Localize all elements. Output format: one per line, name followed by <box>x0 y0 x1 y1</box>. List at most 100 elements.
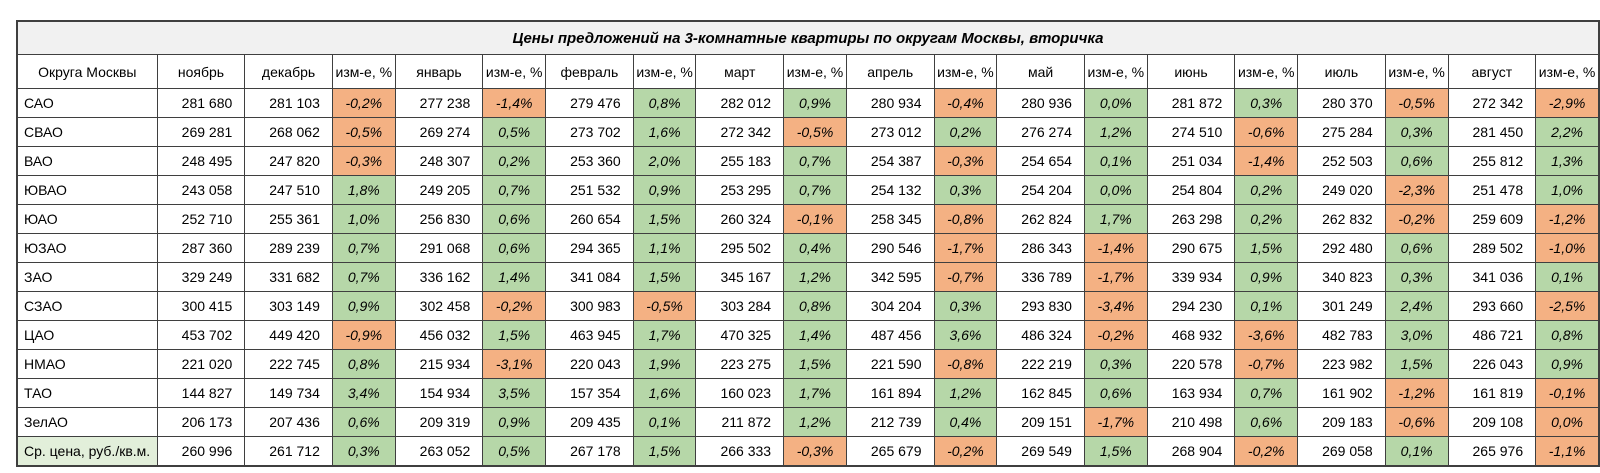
change-cell: 1,9% <box>632 349 697 379</box>
price-cell: 253 295 <box>695 175 785 205</box>
price-cell: 254 387 <box>845 146 935 176</box>
column-header: июль <box>1297 54 1386 89</box>
change-cell: 0,3% <box>1384 117 1449 147</box>
column-header: апрель <box>845 54 935 89</box>
change-cell: -0,2% <box>482 291 547 321</box>
change-cell: -3,6% <box>1234 320 1299 350</box>
change-cell: -1,1% <box>1535 436 1600 467</box>
change-cell: 2,0% <box>632 146 697 176</box>
change-cell: 0,1% <box>1384 436 1449 467</box>
change-cell: -1,7% <box>933 233 998 263</box>
price-cell: 292 480 <box>1297 233 1386 263</box>
price-cell: 261 712 <box>244 436 333 467</box>
change-cell: 0,9% <box>1535 349 1600 379</box>
change-cell: 0,3% <box>331 436 396 467</box>
change-cell: -1,4% <box>1234 146 1299 176</box>
price-cell: 295 502 <box>695 233 785 263</box>
price-cell: 449 420 <box>244 320 333 350</box>
price-cell: 291 068 <box>394 233 484 263</box>
change-cell: -1,2% <box>1384 378 1449 408</box>
price-cell: 280 936 <box>996 88 1085 118</box>
price-cell: 303 149 <box>244 291 333 321</box>
price-cell: 274 510 <box>1146 117 1236 147</box>
change-cell: 0,2% <box>1234 204 1299 234</box>
price-cell: 255 183 <box>695 146 785 176</box>
price-cell: 269 274 <box>394 117 484 147</box>
change-cell: 1,2% <box>1083 117 1148 147</box>
price-cell: 272 342 <box>695 117 785 147</box>
table-title: Цены предложений на 3-комнатные квартиры… <box>16 20 1600 55</box>
change-cell: 0,6% <box>331 407 396 437</box>
price-cell: 276 274 <box>996 117 1085 147</box>
change-cell: -2,3% <box>1384 175 1449 205</box>
change-cell: 0,0% <box>1535 407 1600 437</box>
row-label: ЮВАО <box>16 175 158 205</box>
price-cell: 255 361 <box>244 204 333 234</box>
change-cell: 0,2% <box>482 146 547 176</box>
change-cell: 3,4% <box>331 378 396 408</box>
column-header: май <box>996 54 1085 89</box>
change-cell: 0,7% <box>331 233 396 263</box>
summary-row: Ср. цена, руб./кв.м. 260 996 261 712 0,3% 26… <box>16 436 1600 467</box>
price-cell: 286 343 <box>996 233 1085 263</box>
price-cell: 482 783 <box>1297 320 1386 350</box>
column-header: изм-е, % <box>1535 54 1600 89</box>
change-cell: 1,5% <box>1384 349 1449 379</box>
price-cell: 266 333 <box>695 436 785 467</box>
change-cell: -0,8% <box>933 204 998 234</box>
row-label: НМАО <box>16 349 158 379</box>
price-cell: 345 167 <box>695 262 785 292</box>
price-cell: 144 827 <box>156 378 246 408</box>
price-cell: 265 976 <box>1447 436 1537 467</box>
price-cell: 215 934 <box>394 349 484 379</box>
price-cell: 221 590 <box>845 349 935 379</box>
change-cell: 0,6% <box>1384 146 1449 176</box>
change-cell: 1,6% <box>632 117 697 147</box>
change-cell: -0,1% <box>783 204 847 234</box>
change-cell: -0,1% <box>1535 378 1600 408</box>
price-cell: 252 503 <box>1297 146 1386 176</box>
change-cell: 0,0% <box>1083 88 1148 118</box>
price-cell: 340 823 <box>1297 262 1386 292</box>
table-row: ВАО 248 495 247 820 -0,3% 248 307 0,2% 253 360… <box>16 146 1600 176</box>
price-cell: 260 996 <box>156 436 246 467</box>
price-cell: 207 436 <box>244 407 333 437</box>
price-cell: 220 578 <box>1146 349 1236 379</box>
price-cell: 209 108 <box>1447 407 1537 437</box>
change-cell: 0,1% <box>1234 291 1299 321</box>
change-cell: 0,2% <box>1234 175 1299 205</box>
change-cell: -0,2% <box>1384 204 1449 234</box>
price-cell: 209 183 <box>1297 407 1386 437</box>
change-cell: 0,0% <box>1083 175 1148 205</box>
change-cell: 0,9% <box>632 175 697 205</box>
row-label: ЮЗАО <box>16 233 158 263</box>
column-header: июнь <box>1146 54 1236 89</box>
change-cell: 0,6% <box>1083 378 1148 408</box>
change-cell: 0,3% <box>933 175 998 205</box>
price-cell: 247 820 <box>244 146 333 176</box>
price-cell: 247 510 <box>244 175 333 205</box>
table-row: ЮАО 252 710 255 361 1,0% 256 830 0,6% 260 654 1… <box>16 204 1600 234</box>
price-cell: 281 680 <box>156 88 246 118</box>
change-cell: 1,5% <box>783 349 847 379</box>
row-label: ЗелАО <box>16 407 158 437</box>
column-header-row: Округа Москвы ноябрь декабрь изм-е, % январь… <box>16 54 1600 89</box>
price-cell: 300 983 <box>545 291 634 321</box>
change-cell: 0,4% <box>783 233 847 263</box>
change-cell: 0,2% <box>933 117 998 147</box>
price-cell: 157 354 <box>545 378 634 408</box>
row-label: ТАО <box>16 378 158 408</box>
price-cell: 263 052 <box>394 436 484 467</box>
column-header: изм-е, % <box>331 54 396 89</box>
price-cell: 223 275 <box>695 349 785 379</box>
change-cell: 0,9% <box>783 88 847 118</box>
price-cell: 262 824 <box>996 204 1085 234</box>
price-cell: 336 789 <box>996 262 1085 292</box>
price-cell: 281 450 <box>1447 117 1537 147</box>
change-cell: 0,8% <box>331 349 396 379</box>
price-cell: 255 812 <box>1447 146 1537 176</box>
table-row: ЮВАО 243 058 247 510 1,8% 249 205 0,7% 251 532… <box>16 175 1600 205</box>
price-cell: 254 654 <box>996 146 1085 176</box>
change-cell: 0,3% <box>1083 349 1148 379</box>
price-cell: 254 132 <box>845 175 935 205</box>
